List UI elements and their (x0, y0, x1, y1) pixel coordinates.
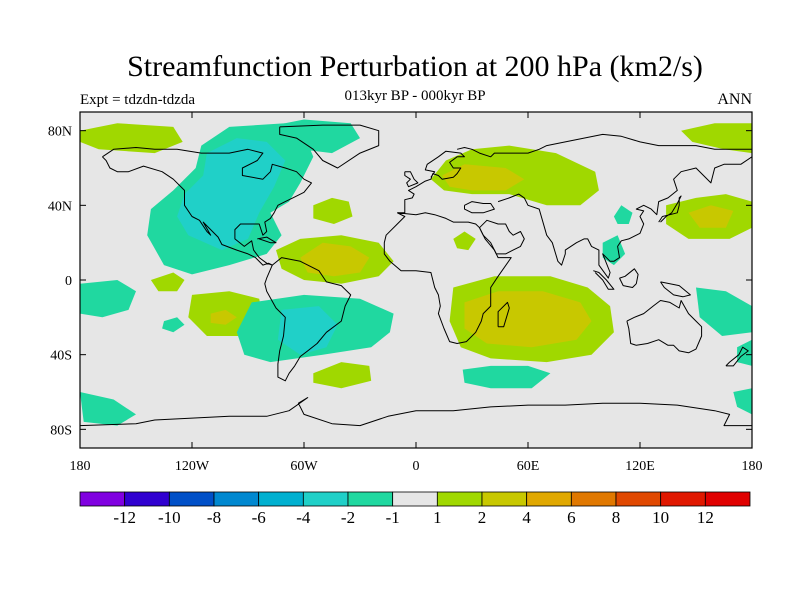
contour-field (80, 119, 752, 426)
coastline (102, 147, 312, 266)
colorbar-label: 10 (652, 508, 669, 527)
colorbar-swatch (168, 491, 215, 507)
contour-region-pos1 (681, 123, 752, 154)
experiment-label: Expt = tdzdn-tdzda (80, 92, 196, 108)
coastlines (80, 124, 752, 427)
plot-title: Streamfunction Perturbation at 200 hPa (… (127, 50, 703, 83)
colorbar-swatch (213, 491, 260, 507)
contour-region-neg1 (80, 280, 136, 318)
colorbar-label: 8 (612, 508, 621, 527)
coastline (725, 346, 749, 367)
contour-region-neg1 (80, 392, 136, 426)
colorbar-swatch (258, 491, 304, 507)
contour-region-pos2 (464, 291, 592, 348)
colorbar-swatch (79, 491, 126, 507)
colorbar-swatch (570, 491, 617, 507)
axis-ticks: 180 120W 60W 0 60E 120E 180 80N 40N 0 40S 80S (48, 112, 763, 474)
lon-tick-label: 180 (70, 459, 91, 474)
coastline (464, 201, 495, 214)
coastline (626, 300, 703, 354)
coastline (264, 257, 352, 382)
coastline (660, 281, 691, 298)
contour-region-neg1 (266, 119, 360, 154)
lat-tick-label: 40S (50, 349, 72, 364)
coastline (80, 397, 752, 427)
colorbar-label: -6 (252, 508, 266, 527)
lon-tick-label: 180 (742, 459, 763, 474)
colorbar-swatch (302, 491, 349, 507)
colorbar-label: -8 (207, 508, 221, 527)
coastline (497, 301, 510, 328)
colorbar-swatch (704, 491, 751, 507)
coastline (593, 270, 615, 290)
colorbar-label: 2 (478, 508, 487, 527)
colorbar-label: -4 (296, 508, 311, 527)
coastline (619, 268, 639, 288)
colorbar-swatch (392, 491, 438, 507)
coastline (257, 236, 277, 244)
colorbar: -12 -10 -8 -6 -4 -2 -1 1 2 4 6 8 10 12 (79, 491, 751, 527)
contour-region-neg1 (613, 205, 633, 224)
coastline (658, 195, 682, 223)
colorbar-swatch (436, 491, 483, 507)
contour-region-pos1 (80, 123, 183, 154)
colorbar-swatch (660, 491, 706, 507)
contour-region-pos1 (453, 231, 476, 251)
colorbar-swatch (481, 491, 528, 507)
coastline (479, 219, 525, 255)
lat-tick-label: 80S (50, 423, 72, 438)
colorbar-label: 1 (433, 508, 442, 527)
contour-region-neg1 (733, 388, 752, 415)
lon-tick-label: 120E (625, 459, 655, 474)
coastline (497, 156, 752, 279)
coastline (397, 150, 465, 214)
colorbar-label: -2 (341, 508, 355, 527)
contour-region-pos2 (442, 164, 525, 191)
colorbar-swatch (124, 491, 170, 507)
contour-region-pos1 (313, 197, 353, 224)
lon-tick-label: 0 (413, 459, 420, 474)
colorbar-label: -12 (113, 508, 136, 527)
colorbar-label: -10 (158, 508, 181, 527)
colorbar-label: 6 (567, 508, 576, 527)
colorbar-swatch (526, 491, 572, 507)
contour-region-neg2 (177, 138, 286, 251)
contour-region-neg1 (696, 287, 752, 336)
colorbar-label: -1 (386, 508, 400, 527)
contour-region-pos1 (313, 362, 372, 389)
lon-tick-label: 120W (175, 459, 210, 474)
colorbar-swatch (347, 491, 394, 507)
map-background (80, 112, 752, 448)
colorbar-swatch (615, 491, 662, 507)
lat-tick-label: 80N (48, 125, 72, 140)
contour-region-pos2 (210, 309, 237, 325)
colorbar-label: 12 (697, 508, 714, 527)
coastline (279, 124, 380, 169)
lat-tick-label: 40N (48, 199, 72, 214)
coastline (456, 133, 752, 158)
contour-region-neg1 (162, 317, 185, 333)
coastline (383, 212, 512, 344)
lat-tick-label: 0 (65, 274, 72, 289)
season-label: ANN (717, 91, 752, 108)
contour-region-neg1 (737, 339, 752, 366)
lon-tick-label: 60W (290, 459, 318, 474)
contour-region-pos2 (300, 242, 370, 277)
plot-subtitle: 013kyr BP - 000kyr BP (344, 88, 486, 104)
contour-region-neg1 (462, 365, 551, 389)
contour-region-pos1 (150, 272, 185, 292)
colorbar-label: 4 (522, 508, 531, 527)
coastline (404, 171, 419, 188)
contour-region-pos2 (688, 205, 734, 228)
contour-region-neg2 (277, 306, 338, 355)
lon-tick-label: 60E (517, 459, 540, 474)
